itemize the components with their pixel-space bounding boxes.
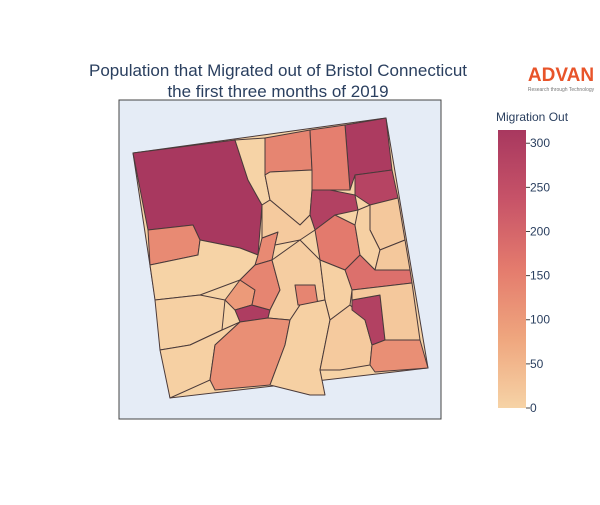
colorbar-tick-label: 150 bbox=[530, 269, 550, 283]
colorbar-title: Migration Out bbox=[496, 110, 569, 124]
region bbox=[269, 299, 331, 396]
chart-title: the first three months of 2019 bbox=[167, 82, 388, 101]
region bbox=[261, 199, 316, 246]
colorbar bbox=[498, 130, 526, 408]
colorbar-tick-label: 0 bbox=[530, 401, 537, 415]
logo-tagline: Research through Technology bbox=[528, 87, 595, 93]
colorbar-tick-label: 300 bbox=[530, 136, 550, 150]
region bbox=[309, 124, 351, 191]
colorbar-tick-label: 200 bbox=[530, 224, 550, 238]
regions bbox=[132, 117, 429, 399]
logo: ADVAN bbox=[528, 65, 594, 86]
chart-title: Population that Migrated out of Bristol … bbox=[89, 61, 467, 80]
colorbar-tick-label: 250 bbox=[530, 180, 550, 194]
region bbox=[264, 129, 313, 176]
colorbar-tick-label: 50 bbox=[530, 357, 544, 371]
colorbar-tick-label: 100 bbox=[530, 313, 550, 327]
region bbox=[369, 339, 429, 373]
